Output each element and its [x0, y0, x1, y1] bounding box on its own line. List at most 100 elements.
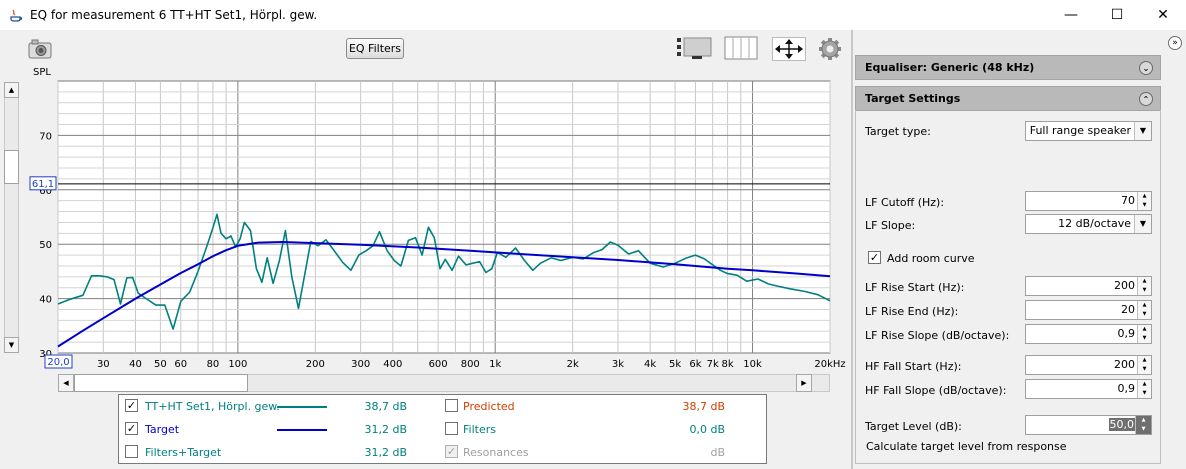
maximize-button[interactable]: ☐	[1110, 7, 1124, 23]
x-tick-label: 300	[351, 359, 370, 370]
legend-checkbox-target[interactable]: ✓	[125, 422, 138, 435]
x-tick-label: 3k	[612, 359, 624, 370]
spinner-icon[interactable]: ▲ ▼	[1137, 325, 1151, 343]
layout-icon[interactable]	[676, 36, 712, 60]
scroll-up-arrow-icon[interactable]: ▲	[4, 82, 19, 98]
legend-label-resonances: Resonances	[463, 446, 529, 459]
x-tick-label: 5k	[669, 359, 681, 370]
lf-cutoff-value: 70	[1121, 194, 1135, 207]
eq-filters-button[interactable]: EQ Filters	[346, 38, 404, 59]
target-settings-header[interactable]: Target Settings ⌃	[855, 86, 1161, 111]
x-tick-label: 100	[228, 359, 247, 370]
hf-fall-start-input[interactable]: 200 ▲ ▼	[1025, 355, 1152, 375]
equaliser-header[interactable]: Equaliser: Generic (48 kHz) ⌄	[855, 55, 1161, 80]
dropdown-arrow-icon[interactable]: ▼	[1134, 122, 1151, 140]
lf-rise-end-value: 20	[1121, 303, 1135, 316]
y-tick-label: 40	[39, 295, 52, 306]
vertical-scroll-thumb[interactable]	[4, 150, 19, 184]
legend-value-measurement: 38,7 dB	[364, 400, 407, 413]
expand-chevron-icon[interactable]: ⌄	[1139, 61, 1153, 75]
close-button[interactable]: ✕	[1157, 7, 1169, 23]
gear-icon[interactable]	[818, 37, 842, 61]
cursor-x-readout: 20,0	[47, 357, 69, 368]
x-tick-label: 80	[207, 359, 220, 370]
lf-rise-slope-value: 0,9	[1117, 327, 1136, 340]
lf-rise-start-label: LF Rise Start (Hz):	[865, 281, 965, 294]
legend-label-predicted: Predicted	[463, 400, 515, 413]
spinner-icon[interactable]: ▲ ▼	[1137, 192, 1151, 210]
legend-value-filters: 0,0 dB	[689, 423, 725, 436]
collapse-chevron-icon[interactable]: ⌃	[1139, 92, 1153, 106]
spinner-icon[interactable]: ▲ ▼	[1137, 277, 1151, 295]
target-type-label: Target type:	[865, 125, 931, 138]
move-arrows-icon[interactable]	[772, 37, 806, 61]
x-tick-label: 6k	[689, 359, 701, 370]
x-tick-label: 800	[461, 359, 480, 370]
x-tick-label: 400	[383, 359, 402, 370]
x-tick-label: 30	[97, 359, 110, 370]
spinner-icon[interactable]: ▲ ▼	[1137, 301, 1151, 319]
collapse-panel-icon[interactable]: »	[1168, 36, 1182, 50]
x-tick-label: 1k	[489, 359, 501, 370]
target-settings-header-label: Target Settings	[865, 92, 961, 105]
y-tick-label: 50	[39, 240, 52, 251]
lf-rise-slope-label: LF Rise Slope (dB/octave):	[865, 329, 1010, 342]
hf-fall-slope-label: HF Fall Slope (dB/octave):	[865, 384, 1007, 397]
lf-slope-label: LF Slope:	[865, 219, 916, 232]
legend-panel: ✓ TT+HT Set1, Hörpl. gew. 38,7 dB ✓ Targ…	[118, 394, 767, 464]
y-tick-label: 60	[39, 186, 52, 197]
x-tick-label: 8k	[722, 359, 734, 370]
lf-slope-value: 12 dB/octave	[1058, 217, 1131, 230]
x-tick-label: 600	[429, 359, 448, 370]
lf-rise-end-label: LF Rise End (Hz):	[865, 305, 959, 318]
hf-fall-slope-value: 0,9	[1117, 382, 1136, 395]
panel-divider[interactable]	[851, 30, 853, 469]
horizontal-scroll-thumb[interactable]	[74, 374, 248, 392]
target-level-input[interactable]: 50,0 ▲ ▼	[1025, 415, 1152, 435]
lf-rise-end-input[interactable]: 20 ▲ ▼	[1025, 300, 1152, 320]
calc-target-level-label[interactable]: Calculate target level from response	[866, 440, 1067, 453]
spinner-icon[interactable]: ▲ ▼	[1137, 380, 1151, 398]
columns-icon[interactable]	[724, 36, 758, 60]
spinner-icon[interactable]: ▲ ▼	[1135, 416, 1151, 434]
camera-icon[interactable]	[27, 38, 53, 60]
target-type-select[interactable]: Full range speaker ▼	[1025, 121, 1152, 141]
legend-value-filters-target: 31,2 dB	[364, 446, 407, 459]
lf-rise-start-input[interactable]: 200 ▲ ▼	[1025, 276, 1152, 296]
spinner-icon[interactable]: ▲ ▼	[1137, 356, 1151, 374]
legend-checkbox-filters-target[interactable]	[125, 445, 138, 458]
dropdown-arrow-icon[interactable]: ▼	[1134, 215, 1151, 233]
hf-fall-slope-input[interactable]: 0,9 ▲ ▼	[1025, 379, 1152, 399]
lf-rise-slope-input[interactable]: 0,9 ▲ ▼	[1025, 324, 1152, 344]
lf-cutoff-input[interactable]: 70 ▲ ▼	[1025, 191, 1152, 211]
java-app-icon	[10, 9, 23, 22]
scroll-right-arrow-icon[interactable]: ▶	[796, 374, 812, 392]
legend-checkbox-resonances: ✓	[445, 445, 458, 458]
legend-label-target: Target	[145, 423, 180, 436]
x-tick-label: 10k	[743, 359, 762, 370]
target-settings-body	[855, 110, 1161, 464]
legend-label-filters-target: Filters+Target	[145, 446, 222, 459]
legend-line-target	[277, 429, 327, 431]
cursor-y-readout: 61,1	[32, 179, 54, 190]
spl-chart[interactable]: 304050607030405060801002003004006008001k…	[0, 75, 850, 375]
title-bar	[0, 0, 1186, 30]
minimize-button[interactable]: —	[1064, 7, 1078, 23]
legend-checkbox-measurement[interactable]: ✓	[125, 399, 138, 412]
cursor-x-readout-box	[44, 354, 73, 369]
legend-value-predicted: 38,7 dB	[682, 400, 725, 413]
legend-checkbox-predicted[interactable]	[445, 399, 458, 412]
x-tick-label: 60	[174, 359, 187, 370]
hf-fall-start-label: HF Fall Start (Hz):	[865, 360, 962, 373]
window-title: EQ for measurement 6 TT+HT Set1, Hörpl. …	[30, 8, 318, 22]
add-room-curve-checkbox[interactable]: ✓	[868, 251, 881, 264]
scroll-left-arrow-icon[interactable]: ◀	[58, 374, 74, 392]
legend-checkbox-filters[interactable]	[445, 422, 458, 435]
add-room-curve-label: Add room curve	[887, 252, 975, 265]
legend-label-filters: Filters	[463, 423, 496, 436]
scroll-down-arrow-icon[interactable]: ▼	[4, 337, 19, 353]
lf-cutoff-label: LF Cutoff (Hz):	[865, 196, 945, 209]
target-level-label: Target Level (dB):	[865, 420, 962, 433]
lf-slope-select[interactable]: 12 dB/octave ▼	[1025, 214, 1152, 234]
x-tick-label: 2k	[567, 359, 579, 370]
